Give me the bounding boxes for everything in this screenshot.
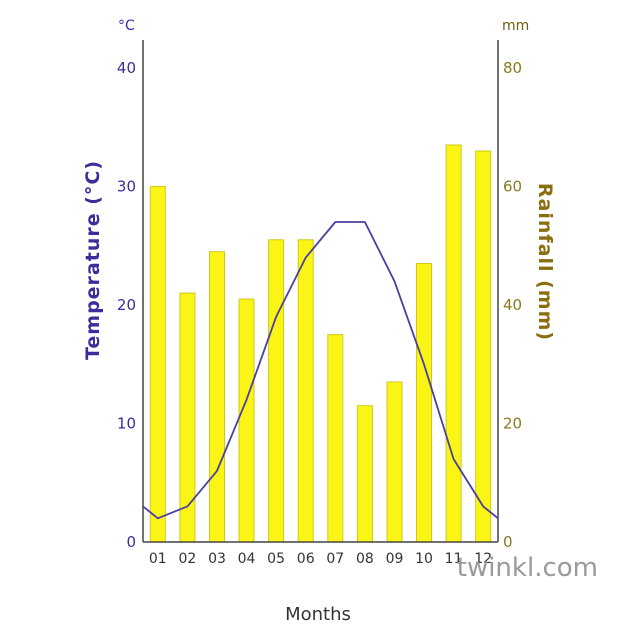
x-tick-label-04: 04 [238,551,256,567]
left-tick-label: 40 [117,59,136,77]
left-tick-labels: 0 10 20 30 40 [117,59,136,551]
x-tick-label-08: 08 [356,551,374,567]
left-unit-label: °C [118,18,135,34]
right-tick-label: 0 [503,533,513,551]
left-axis-title: Temperature (°C) [82,160,104,360]
left-tick-label: 0 [126,533,136,551]
x-tick-label-11: 11 [445,551,463,567]
x-tick-labels: 01 02 03 04 05 06 07 08 09 10 11 12 [149,551,492,567]
rainfall-bar-01 [149,186,166,543]
rainfall-bar-02 [179,292,196,543]
right-axis-title: Rainfall (mm) [534,183,556,341]
rainfall-bar-08 [356,405,373,543]
rainfall-bars [149,144,492,543]
x-tick-label-12: 12 [474,551,492,567]
rainfall-bar-05 [268,239,285,543]
x-tick-label-01: 01 [149,551,167,567]
rainfall-bar-11 [445,144,462,543]
watermark-text: twinkl.com [457,553,598,583]
left-tick-label: 10 [117,415,136,433]
rainfall-bar-10 [416,263,432,543]
temperature-line [142,221,499,520]
left-tick-label: 20 [117,296,136,314]
right-unit-label: mm [502,18,529,34]
x-tick-label-07: 07 [326,551,344,567]
rainfall-bar-06 [297,239,314,543]
left-tick-label: 30 [117,178,136,196]
x-tick-label-05: 05 [267,551,285,567]
x-tick-label-02: 02 [178,551,196,567]
rainfall-bar-12 [475,150,492,543]
rainfall-bar-09 [386,381,403,543]
rainfall-bar-03 [209,251,225,543]
right-tick-label: 80 [503,59,522,77]
x-tick-label-03: 03 [208,551,226,567]
right-tick-labels: 0 20 40 60 80 [503,59,522,551]
x-tick-label-09: 09 [386,551,404,567]
right-tick-label: 60 [503,178,522,196]
right-tick-label: 20 [503,415,522,433]
right-tick-label: 40 [503,296,522,314]
rainfall-bar-07 [327,334,344,543]
x-tick-label-06: 06 [297,551,315,567]
temperature-line-layer [142,221,499,520]
x-tick-label-10: 10 [415,551,433,567]
x-axis-title: Months [285,604,351,625]
rainfall-bar-04 [238,298,255,543]
chart-axes [142,40,499,543]
